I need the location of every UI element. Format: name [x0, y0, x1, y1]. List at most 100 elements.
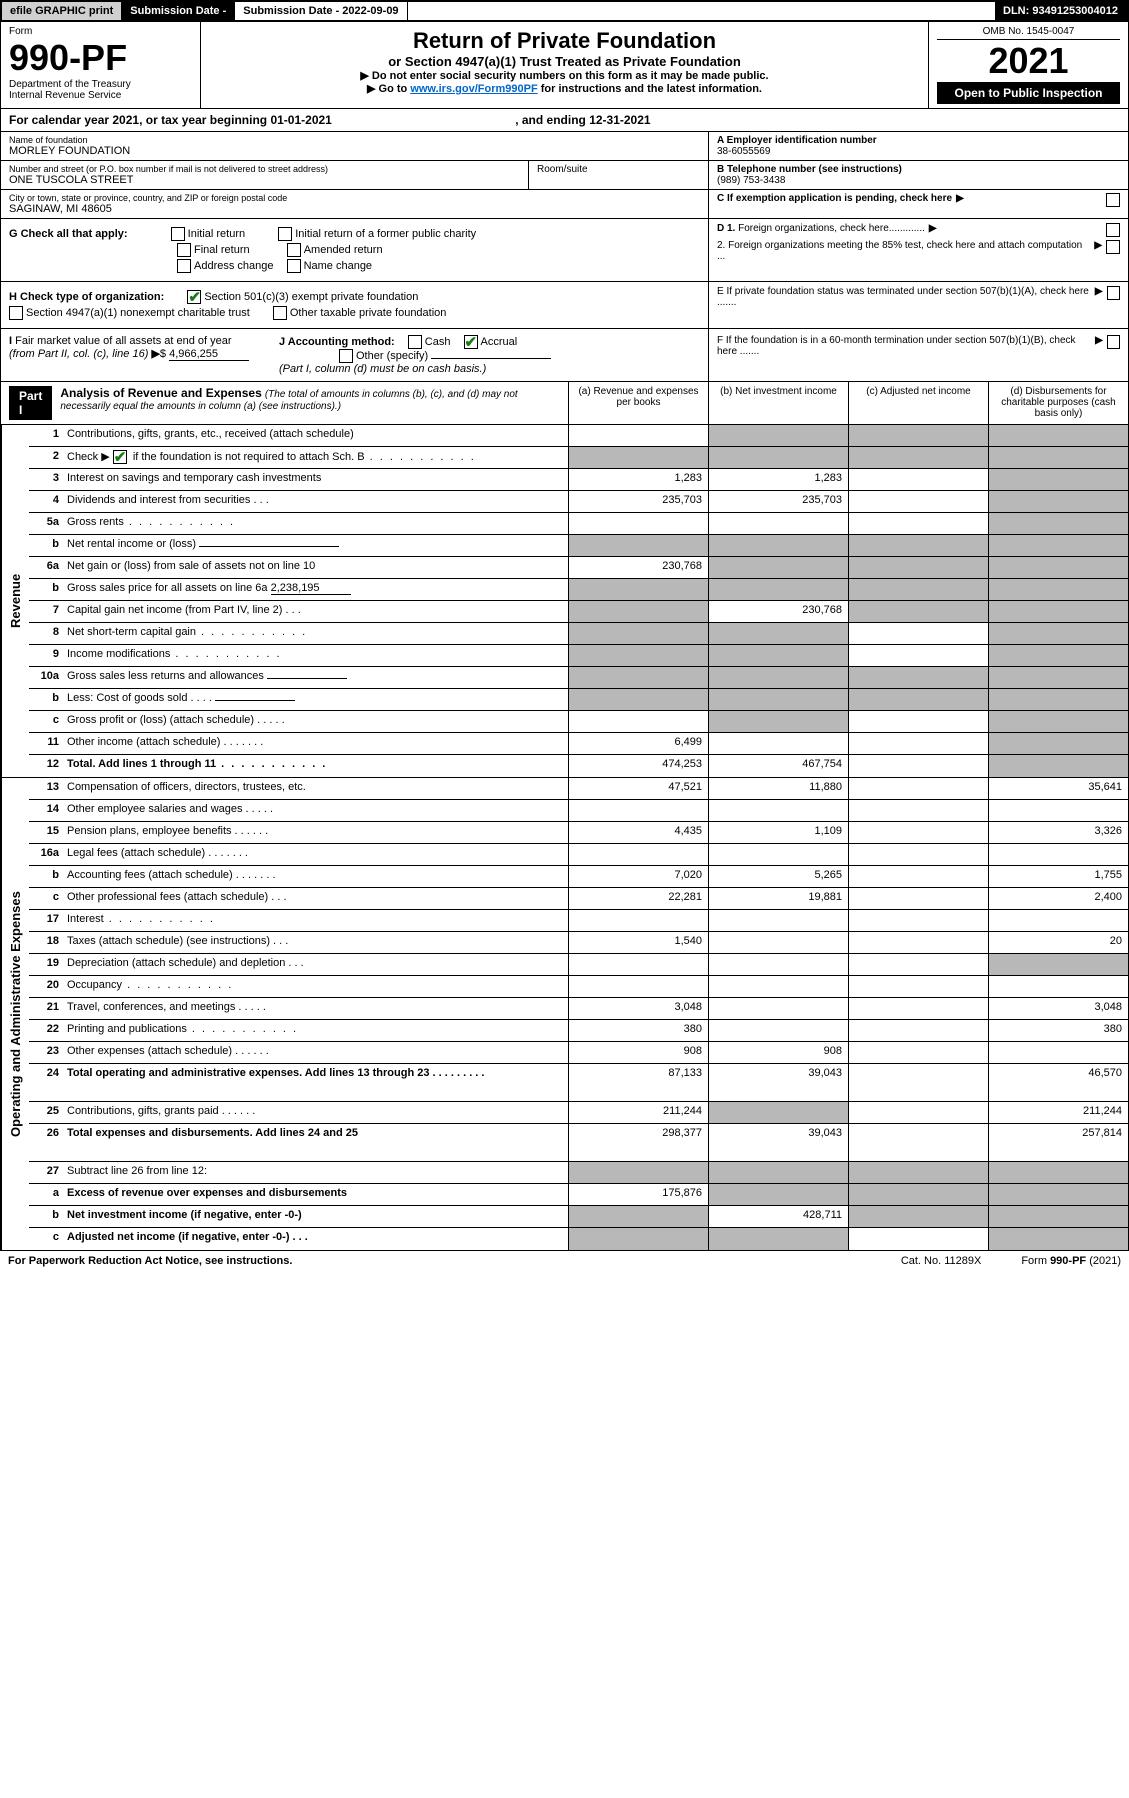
table-row: 14Other employee salaries and wages . . …	[29, 800, 1128, 822]
open-public-badge: Open to Public Inspection	[937, 82, 1120, 104]
table-row: 27Subtract line 26 from line 12:	[29, 1162, 1128, 1184]
final-return-checkbox[interactable]	[177, 243, 191, 257]
omb-number: OMB No. 1545-0047	[937, 26, 1120, 40]
dln: DLN: 93491253004012	[995, 2, 1127, 20]
table-row: 23Other expenses (attach schedule) . . .…	[29, 1042, 1128, 1064]
d2-checkbox[interactable]	[1106, 240, 1120, 254]
h-4947-checkbox[interactable]	[9, 306, 23, 320]
street-label: Number and street (or P.O. box number if…	[9, 164, 520, 174]
expenses-section: Operating and Administrative Expenses 13…	[0, 778, 1129, 1251]
table-row: 24Total operating and administrative exp…	[29, 1064, 1128, 1102]
table-row: cGross profit or (loss) (attach schedule…	[29, 711, 1128, 733]
table-row: 1Contributions, gifts, grants, etc., rec…	[29, 425, 1128, 447]
f-checkbox[interactable]	[1107, 335, 1120, 349]
table-row: 9Income modifications	[29, 645, 1128, 667]
part1-badge: Part I	[9, 386, 52, 420]
revenue-section: Revenue 1Contributions, gifts, grants, e…	[0, 425, 1129, 778]
expenses-side-label: Operating and Administrative Expenses	[1, 778, 29, 1250]
col-c-header: (c) Adjusted net income	[848, 382, 988, 424]
efile-print-button[interactable]: efile GRAPHIC print	[2, 2, 122, 20]
j-note: (Part I, column (d) must be on cash basi…	[279, 363, 700, 375]
ein-label: A Employer identification number	[717, 135, 1120, 146]
fmv-value: 4,966,255	[169, 348, 249, 361]
j-other-checkbox[interactable]	[339, 349, 353, 363]
address-change-checkbox[interactable]	[177, 259, 191, 273]
form-label: Form	[9, 26, 192, 37]
form-title: Return of Private Foundation	[221, 28, 908, 54]
table-row: 20Occupancy	[29, 976, 1128, 998]
e-label: E If private foundation status was termi…	[717, 286, 1091, 308]
table-row: 11Other income (attach schedule) . . . .…	[29, 733, 1128, 755]
topbar: efile GRAPHIC print Submission Date - Su…	[0, 0, 1129, 22]
table-row: 7Capital gain net income (from Part IV, …	[29, 601, 1128, 623]
revenue-side-label: Revenue	[1, 425, 29, 777]
ein: 38-6055569	[717, 146, 1120, 157]
schb-checkbox[interactable]	[113, 450, 127, 464]
table-row: bNet rental income or (loss)	[29, 535, 1128, 557]
form-subtitle: or Section 4947(a)(1) Trust Treated as P…	[221, 54, 908, 69]
tax-year: 2021	[937, 40, 1120, 82]
entity-info: Name of foundation MORLEY FOUNDATION Num…	[0, 132, 1129, 219]
part1-title: Analysis of Revenue and Expenses	[60, 386, 261, 400]
irs-link[interactable]: www.irs.gov/Form990PF	[410, 83, 537, 95]
h-label: H Check type of organization:	[9, 291, 164, 303]
city: SAGINAW, MI 48605	[9, 203, 700, 215]
table-row: bLess: Cost of goods sold . . . .	[29, 689, 1128, 711]
instr-ssn: ▶ Do not enter social security numbers o…	[221, 69, 908, 82]
arrow-icon: ▶	[956, 193, 964, 204]
table-row: bNet investment income (if negative, ent…	[29, 1206, 1128, 1228]
phone: (989) 753-3438	[717, 175, 1120, 186]
submission-label: Submission Date -	[122, 2, 235, 20]
part1-header-row: Part I Analysis of Revenue and Expenses …	[0, 382, 1129, 425]
table-row: 19Depreciation (attach schedule) and dep…	[29, 954, 1128, 976]
form-footer: Form 990-PF (2021)	[1021, 1255, 1121, 1267]
initial-return-checkbox[interactable]	[171, 227, 185, 241]
d1-label: D 1. Foreign organizations, check here..…	[717, 223, 925, 234]
check-h-e-row: H Check type of organization: Section 50…	[0, 282, 1129, 329]
cat-no: Cat. No. 11289X	[901, 1255, 982, 1267]
instr-link-row: ▶ Go to www.irs.gov/Form990PF for instru…	[221, 82, 908, 95]
table-row: 6aNet gain or (loss) from sale of assets…	[29, 557, 1128, 579]
table-row: cAdjusted net income (if negative, enter…	[29, 1228, 1128, 1250]
exempt-pending-checkbox[interactable]	[1106, 193, 1120, 207]
initial-return-former-checkbox[interactable]	[278, 227, 292, 241]
foundation-name: MORLEY FOUNDATION	[9, 145, 700, 157]
check-g-d-row: G Check all that apply: Initial return I…	[0, 219, 1129, 282]
table-row: 15Pension plans, employee benefits . . .…	[29, 822, 1128, 844]
h-other-checkbox[interactable]	[273, 306, 287, 320]
col-b-header: (b) Net investment income	[708, 382, 848, 424]
table-row: cOther professional fees (attach schedul…	[29, 888, 1128, 910]
arrow-icon: ▶	[1095, 335, 1103, 346]
table-row: 13Compensation of officers, directors, t…	[29, 778, 1128, 800]
form-number: 990-PF	[9, 37, 192, 79]
f-label: F If the foundation is in a 60-month ter…	[717, 335, 1091, 357]
h-501c3-checkbox[interactable]	[187, 290, 201, 304]
table-row: bAccounting fees (attach schedule) . . .…	[29, 866, 1128, 888]
table-row: 10aGross sales less returns and allowanc…	[29, 667, 1128, 689]
amended-return-checkbox[interactable]	[287, 243, 301, 257]
paperwork-notice: For Paperwork Reduction Act Notice, see …	[8, 1255, 292, 1267]
name-change-checkbox[interactable]	[287, 259, 301, 273]
j-accrual-checkbox[interactable]	[464, 335, 478, 349]
col-a-header: (a) Revenue and expenses per books	[568, 382, 708, 424]
table-row: 25Contributions, gifts, grants paid . . …	[29, 1102, 1128, 1124]
table-row: 18Taxes (attach schedule) (see instructi…	[29, 932, 1128, 954]
table-row: 21Travel, conferences, and meetings . . …	[29, 998, 1128, 1020]
city-label: City or town, state or province, country…	[9, 193, 700, 203]
table-row: 4Dividends and interest from securities …	[29, 491, 1128, 513]
table-row: 16aLegal fees (attach schedule) . . . . …	[29, 844, 1128, 866]
street: ONE TUSCOLA STREET	[9, 174, 520, 186]
name-label: Name of foundation	[9, 135, 700, 145]
form-header: Form 990-PF Department of the TreasuryIn…	[0, 22, 1129, 109]
d1-checkbox[interactable]	[1106, 223, 1120, 237]
check-ij-f-row: I Fair market value of all assets at end…	[0, 329, 1129, 382]
exempt-pending-label: C If exemption application is pending, c…	[717, 193, 952, 204]
e-checkbox[interactable]	[1107, 286, 1120, 300]
table-row: 5aGross rents	[29, 513, 1128, 535]
table-row: 12Total. Add lines 1 through 11474,25346…	[29, 755, 1128, 777]
dept-treasury: Department of the TreasuryInternal Reven…	[9, 79, 192, 101]
j-cash-checkbox[interactable]	[408, 335, 422, 349]
table-row: 26Total expenses and disbursements. Add …	[29, 1124, 1128, 1162]
table-row: aExcess of revenue over expenses and dis…	[29, 1184, 1128, 1206]
table-row: 2Check ▶ if the foundation is not requir…	[29, 447, 1128, 469]
